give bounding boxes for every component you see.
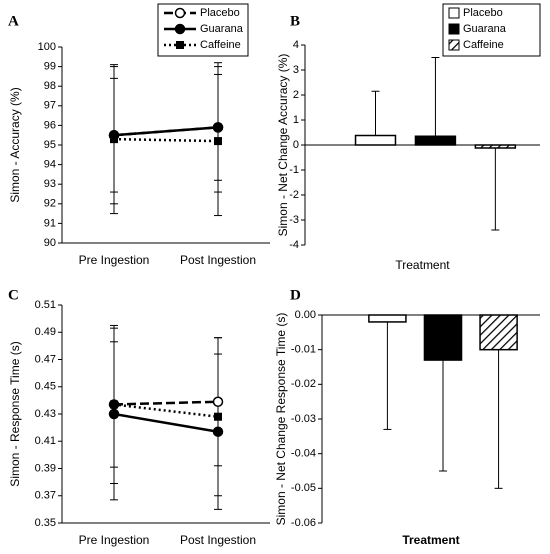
y-tick-label: 0.37 (35, 490, 56, 502)
y-tick-label: -0.06 (291, 517, 316, 529)
y-tick-label: -1 (289, 164, 299, 176)
y-tick-label: 94 (44, 159, 56, 171)
y-tick-label: 0.00 (295, 309, 316, 321)
panel-letter: A (8, 13, 19, 29)
series-line (113, 137, 219, 143)
y-tick-label: 0.45 (35, 381, 56, 393)
bar (479, 314, 518, 351)
marker (110, 400, 118, 409)
y-tick-label: 0.49 (35, 326, 56, 338)
legend-label: Placebo (463, 7, 503, 19)
legend-swatch (448, 23, 460, 35)
y-tick-label: 100 (38, 41, 56, 53)
legend-marker (174, 23, 186, 35)
panel-letter: D (290, 287, 301, 303)
marker (110, 135, 118, 144)
marker (212, 396, 224, 407)
y-tick-label: 90 (44, 237, 56, 249)
y-tick-label: -4 (289, 239, 299, 251)
y-tick-label: 1 (293, 114, 299, 126)
y-tick-label: 99 (44, 61, 56, 73)
legend-marker (174, 7, 186, 19)
legend-label: Guarana (200, 23, 244, 35)
bar (423, 314, 463, 361)
y-tick-label: 92 (44, 198, 56, 210)
y-axis-label: Simon - Response Time (s) (8, 341, 22, 486)
x-axis-label: Treatment (395, 258, 450, 272)
legend-label: Caffeine (463, 39, 504, 51)
y-tick-label: 0.47 (35, 353, 56, 365)
y-tick-label: -2 (289, 189, 299, 201)
x-tick-label: Post Ingestion (180, 253, 256, 267)
y-tick-label: 2 (293, 89, 299, 101)
x-tick-label: Pre Ingestion (79, 253, 150, 267)
legend-swatch (448, 39, 460, 51)
marker (212, 426, 224, 437)
bar (354, 134, 397, 146)
y-tick-label: 0.41 (35, 435, 56, 447)
y-axis-label: Simon - Net Change Response Time (s) (274, 313, 288, 526)
y-tick-label: 97 (44, 100, 56, 112)
panel-letter: C (8, 287, 19, 303)
x-axis-label: Treatment (402, 533, 459, 547)
legend-label: Placebo (200, 7, 240, 19)
y-tick-label: -0.02 (291, 378, 316, 390)
x-tick-label: Pre Ingestion (79, 533, 150, 547)
marker (212, 122, 224, 133)
bar (368, 314, 407, 323)
y-tick-label: 4 (293, 39, 299, 51)
y-tick-label: 0.51 (35, 299, 56, 311)
y-axis-label: Simon - Accuracy (%) (8, 87, 22, 202)
bar (414, 135, 457, 146)
series-line (113, 412, 219, 433)
series-line (113, 403, 219, 418)
y-tick-label: 98 (44, 80, 56, 92)
y-tick-label: 3 (293, 64, 299, 76)
x-tick-label: Post Ingestion (180, 533, 256, 547)
y-tick-label: 96 (44, 119, 56, 131)
y-tick-label: 0.39 (35, 462, 56, 474)
y-tick-label: -3 (289, 214, 299, 226)
y-tick-label: 0.35 (35, 517, 56, 529)
legend-swatch (448, 7, 460, 19)
marker (214, 412, 222, 421)
marker (214, 137, 222, 146)
marker (108, 408, 120, 420)
panel-letter: B (290, 13, 300, 29)
series-line (113, 400, 219, 406)
legend-marker (176, 41, 184, 49)
y-tick-label: 93 (44, 178, 56, 190)
y-tick-label: -0.05 (291, 482, 316, 494)
y-tick-label: -0.01 (291, 344, 316, 356)
y-tick-label: -0.03 (291, 413, 316, 425)
series-line (113, 126, 219, 137)
y-tick-label: -0.04 (291, 448, 316, 460)
y-tick-label: 91 (44, 217, 56, 229)
legend-label: Guarana (463, 23, 507, 35)
y-tick-label: 95 (44, 139, 56, 151)
y-axis-label: Simon - Net Change Accuracy (%) (276, 54, 290, 237)
y-tick-label: 0 (293, 139, 299, 151)
legend-label: Caffeine (200, 39, 241, 51)
y-tick-label: 0.43 (35, 408, 56, 420)
